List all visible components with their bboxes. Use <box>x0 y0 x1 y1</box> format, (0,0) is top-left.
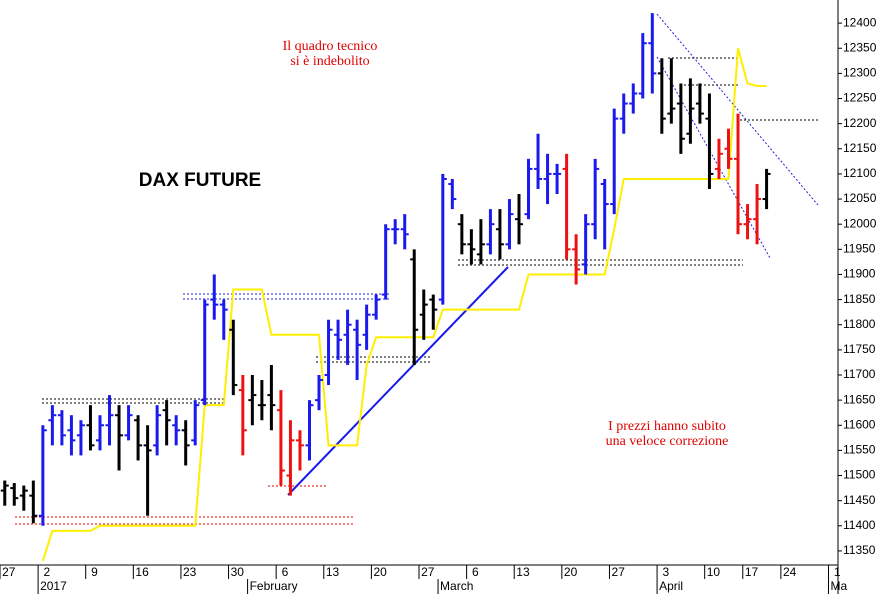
y-tick-label: 12100 <box>843 166 877 180</box>
month-label: Ma <box>830 579 847 593</box>
x-tick-label: 30 <box>231 565 245 579</box>
x-tick-label: 17 <box>745 565 759 579</box>
chart-title: DAX FUTURE <box>139 170 261 191</box>
y-tick-label: 11700 <box>843 367 876 381</box>
y-tick-label: 11450 <box>843 493 876 507</box>
y-tick-label: 12200 <box>843 116 877 130</box>
y-tick-label: 12050 <box>843 191 877 205</box>
y-tick-label: 11550 <box>843 443 876 457</box>
annotation: una veloce correzione <box>606 434 729 449</box>
y-tick-label: 11900 <box>843 267 876 281</box>
y-tick-label: 12400 <box>843 15 877 29</box>
y-tick-label: 11850 <box>843 292 876 306</box>
x-tick-label: 13 <box>326 565 340 579</box>
y-tick-label: 11950 <box>843 241 876 255</box>
plot <box>0 13 771 562</box>
month-label: April <box>659 579 683 593</box>
indicator-line <box>41 47 767 562</box>
x-tick-label: 9 <box>91 565 98 579</box>
y-tick-label: 11600 <box>843 417 876 431</box>
x-tick-label: 20 <box>564 565 578 579</box>
y-tick-label: 11650 <box>843 392 876 406</box>
x-tick-label: 1 <box>834 565 841 579</box>
y-tick-label: 12350 <box>843 40 877 54</box>
month-label: February <box>250 579 298 593</box>
month-label: 2017 <box>40 579 67 593</box>
month-label: March <box>440 579 473 593</box>
x-tick-label: 27 <box>2 565 16 579</box>
y-tick-label: 12250 <box>843 91 877 105</box>
x-tick-label: 27 <box>612 565 626 579</box>
annotation-lines <box>15 13 819 525</box>
y-tick-label: 12000 <box>843 216 877 230</box>
x-tick-label: 2 <box>44 565 51 579</box>
y-tick-label: 11750 <box>843 342 876 356</box>
x-tick-label: 6 <box>472 565 479 579</box>
trend-line <box>287 266 509 496</box>
annotation: Il quadro tecnico <box>283 39 378 54</box>
x-tick-label: 10 <box>707 565 721 579</box>
channel-line <box>656 13 819 206</box>
y-tick-label: 12150 <box>843 141 877 155</box>
annotation: I prezzi hanno subito <box>608 419 726 434</box>
x-tick-label: 20 <box>373 565 387 579</box>
y-tick-label: 11500 <box>843 468 876 482</box>
x-tick-label: 23 <box>183 565 197 579</box>
y-tick-label: 12300 <box>843 66 877 80</box>
x-tick-label: 27 <box>421 565 435 579</box>
y-tick-label: 11800 <box>843 317 876 331</box>
x-tick-label: 13 <box>516 565 530 579</box>
x-tick-label: 3 <box>662 565 669 579</box>
x-tick-label: 24 <box>783 565 797 579</box>
annotation: si è indebolito <box>290 54 369 69</box>
channel-line <box>656 56 771 259</box>
y-tick-label: 11400 <box>843 518 876 532</box>
x-tick-label: 16 <box>135 565 149 579</box>
x-tick-label: 6 <box>282 565 289 579</box>
y-tick-label: 11350 <box>843 543 876 557</box>
